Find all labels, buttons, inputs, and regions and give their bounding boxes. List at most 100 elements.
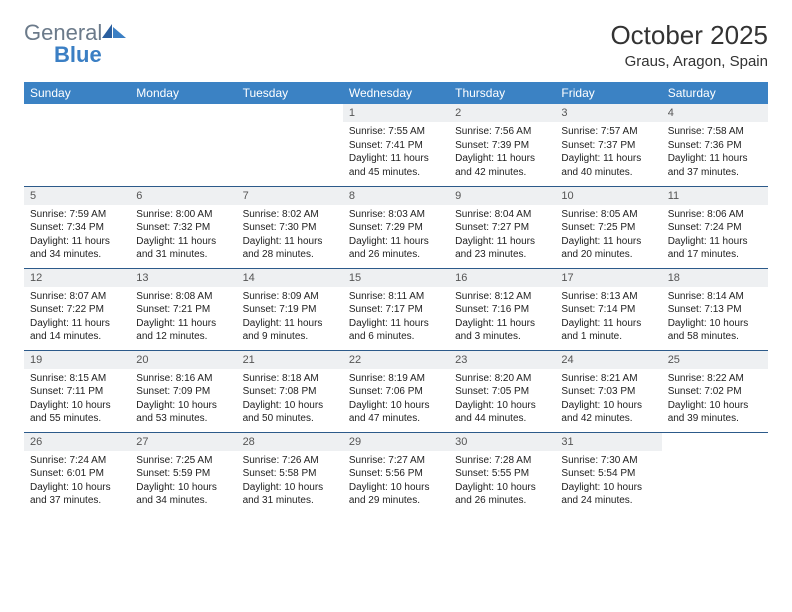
day-content: Sunrise: 8:05 AMSunset: 7:25 PMDaylight:… (555, 205, 661, 267)
sunset-text: Sunset: 7:03 PM (561, 385, 655, 399)
daylight-text: Daylight: 11 hours and 40 minutes. (561, 152, 655, 179)
month-title: October 2025 (610, 20, 768, 51)
daylight-text: Daylight: 10 hours and 50 minutes. (243, 399, 337, 426)
sunrise-text: Sunrise: 8:00 AM (136, 208, 230, 222)
sunset-text: Sunset: 7:29 PM (349, 221, 443, 235)
sunset-text: Sunset: 5:54 PM (561, 467, 655, 481)
calendar-day-cell: 8Sunrise: 8:03 AMSunset: 7:29 PMDaylight… (343, 186, 449, 268)
sunrise-text: Sunrise: 8:19 AM (349, 372, 443, 386)
day-content: Sunrise: 7:24 AMSunset: 6:01 PMDaylight:… (24, 451, 130, 513)
sunset-text: Sunset: 7:14 PM (561, 303, 655, 317)
day-number: 3 (555, 104, 661, 122)
calendar-day-cell: 19Sunrise: 8:15 AMSunset: 7:11 PMDayligh… (24, 350, 130, 432)
day-content: Sunrise: 8:03 AMSunset: 7:29 PMDaylight:… (343, 205, 449, 267)
calendar-day-cell: 21Sunrise: 8:18 AMSunset: 7:08 PMDayligh… (237, 350, 343, 432)
calendar-day-cell: 17 Sunrise: 8:13 AMSunset: 7:14 PMDayligh… (555, 268, 661, 350)
day-number: 16 (449, 269, 555, 287)
calendar-day-cell: 18Sunrise: 8:14 AMSunset: 7:13 PMDayligh… (662, 268, 768, 350)
day-content: Sunrise: 8:22 AMSunset: 7:02 PMDaylight:… (662, 369, 768, 431)
sunrise-text: Sunrise: 8:09 AM (243, 290, 337, 304)
day-content: Sunrise: 7:30 AMSunset: 5:54 PMDaylight:… (555, 451, 661, 513)
daylight-text: Daylight: 10 hours and 24 minutes. (561, 481, 655, 508)
sunrise-text: Sunrise: 8:04 AM (455, 208, 549, 222)
sunset-text: Sunset: 7:25 PM (561, 221, 655, 235)
day-content: Sunrise: 7:28 AMSunset: 5:55 PMDaylight:… (449, 451, 555, 513)
daylight-text: Daylight: 11 hours and 31 minutes. (136, 235, 230, 262)
day-content: Sunrise: 8:15 AMSunset: 7:11 PMDaylight:… (24, 369, 130, 431)
day-content: Sunrise: 7:26 AMSunset: 5:58 PMDaylight:… (237, 451, 343, 513)
sunrise-text: Sunrise: 7:59 AM (30, 208, 124, 222)
calendar-day-cell: 23Sunrise: 8:20 AMSunset: 7:05 PMDayligh… (449, 350, 555, 432)
sunrise-text: Sunrise: 8:13 AM (561, 290, 655, 304)
day-number: 15 (343, 269, 449, 287)
calendar-day-cell: 22Sunrise: 8:19 AMSunset: 7:06 PMDayligh… (343, 350, 449, 432)
daylight-text: Daylight: 11 hours and 9 minutes. (243, 317, 337, 344)
sunset-text: Sunset: 5:58 PM (243, 467, 337, 481)
daylight-text: Daylight: 10 hours and 58 minutes. (668, 317, 762, 344)
day-number: 27 (130, 433, 236, 451)
sunrise-text: Sunrise: 7:55 AM (349, 125, 443, 139)
day-number: 21 (237, 351, 343, 369)
day-content: Sunrise: 8:08 AMSunset: 7:21 PMDaylight:… (130, 287, 236, 349)
sunrise-text: Sunrise: 7:58 AM (668, 125, 762, 139)
day-content: Sunrise: 8:16 AMSunset: 7:09 PMDaylight:… (130, 369, 236, 431)
daylight-text: Daylight: 10 hours and 34 minutes. (136, 481, 230, 508)
day-content: Sunrise: 8:09 AMSunset: 7:19 PMDaylight:… (237, 287, 343, 349)
day-content: Sunrise: 8:07 AMSunset: 7:22 PMDaylight:… (24, 287, 130, 349)
day-content: Sunrise: 8:06 AMSunset: 7:24 PMDaylight:… (662, 205, 768, 267)
calendar-week-row: 19Sunrise: 8:15 AMSunset: 7:11 PMDayligh… (24, 350, 768, 432)
weekday-header: Saturday (662, 82, 768, 104)
day-number: 12 (24, 269, 130, 287)
sunset-text: Sunset: 7:39 PM (455, 139, 549, 153)
calendar-day-cell: 1Sunrise: 7:55 AMSunset: 7:41 PMDaylight… (343, 104, 449, 186)
weekday-header: Wednesday (343, 82, 449, 104)
calendar-day-cell: 28Sunrise: 7:26 AMSunset: 5:58 PMDayligh… (237, 432, 343, 514)
day-number: 23 (449, 351, 555, 369)
header: General Blue October 2025 Graus, Aragon,… (24, 20, 768, 70)
daylight-text: Daylight: 10 hours and 37 minutes. (30, 481, 124, 508)
location-text: Graus, Aragon, Spain (610, 53, 768, 70)
sunrise-text: Sunrise: 8:03 AM (349, 208, 443, 222)
sunset-text: Sunset: 5:56 PM (349, 467, 443, 481)
sunrise-text: Sunrise: 8:11 AM (349, 290, 443, 304)
calendar-day-cell: 7Sunrise: 8:02 AMSunset: 7:30 PMDaylight… (237, 186, 343, 268)
calendar-day-cell: 12Sunrise: 8:07 AMSunset: 7:22 PMDayligh… (24, 268, 130, 350)
day-number: 20 (130, 351, 236, 369)
sunrise-text: Sunrise: 7:28 AM (455, 454, 549, 468)
day-content: Sunrise: 7:27 AMSunset: 5:56 PMDaylight:… (343, 451, 449, 513)
day-number: 1 (343, 104, 449, 122)
daylight-text: Daylight: 11 hours and 1 minute. (561, 317, 655, 344)
daylight-text: Daylight: 11 hours and 28 minutes. (243, 235, 337, 262)
sunset-text: Sunset: 5:59 PM (136, 467, 230, 481)
daylight-text: Daylight: 10 hours and 26 minutes. (455, 481, 549, 508)
daylight-text: Daylight: 10 hours and 55 minutes. (30, 399, 124, 426)
calendar-week-row: 12Sunrise: 8:07 AMSunset: 7:22 PMDayligh… (24, 268, 768, 350)
sunset-text: Sunset: 7:32 PM (136, 221, 230, 235)
day-content: Sunrise: 8:21 AMSunset: 7:03 PMDaylight:… (555, 369, 661, 431)
day-number: 17 (555, 269, 661, 287)
calendar-day-cell: 30Sunrise: 7:28 AMSunset: 5:55 PMDayligh… (449, 432, 555, 514)
sunrise-text: Sunrise: 8:12 AM (455, 290, 549, 304)
sunrise-text: Sunrise: 8:16 AM (136, 372, 230, 386)
calendar-day-cell (130, 104, 236, 186)
weekday-header: Friday (555, 82, 661, 104)
logo: General Blue (24, 20, 126, 68)
sunset-text: Sunset: 7:13 PM (668, 303, 762, 317)
sunset-text: Sunset: 7:27 PM (455, 221, 549, 235)
calendar-day-cell: 6Sunrise: 8:00 AMSunset: 7:32 PMDaylight… (130, 186, 236, 268)
sunrise-text: Sunrise: 7:26 AM (243, 454, 337, 468)
day-number (24, 104, 130, 122)
calendar-body: 1Sunrise: 7:55 AMSunset: 7:41 PMDaylight… (24, 104, 768, 514)
calendar-day-cell: 11Sunrise: 8:06 AMSunset: 7:24 PMDayligh… (662, 186, 768, 268)
calendar-day-cell: 20Sunrise: 8:16 AMSunset: 7:09 PMDayligh… (130, 350, 236, 432)
day-number (662, 433, 768, 451)
day-content: Sunrise: 8:04 AMSunset: 7:27 PMDaylight:… (449, 205, 555, 267)
day-number: 14 (237, 269, 343, 287)
calendar-day-cell: 25Sunrise: 8:22 AMSunset: 7:02 PMDayligh… (662, 350, 768, 432)
calendar-day-cell: 2Sunrise: 7:56 AMSunset: 7:39 PMDaylight… (449, 104, 555, 186)
day-number: 4 (662, 104, 768, 122)
calendar-day-cell: 16Sunrise: 8:12 AMSunset: 7:16 PMDayligh… (449, 268, 555, 350)
daylight-text: Daylight: 11 hours and 45 minutes. (349, 152, 443, 179)
calendar-day-cell: 4Sunrise: 7:58 AMSunset: 7:36 PMDaylight… (662, 104, 768, 186)
day-number: 28 (237, 433, 343, 451)
